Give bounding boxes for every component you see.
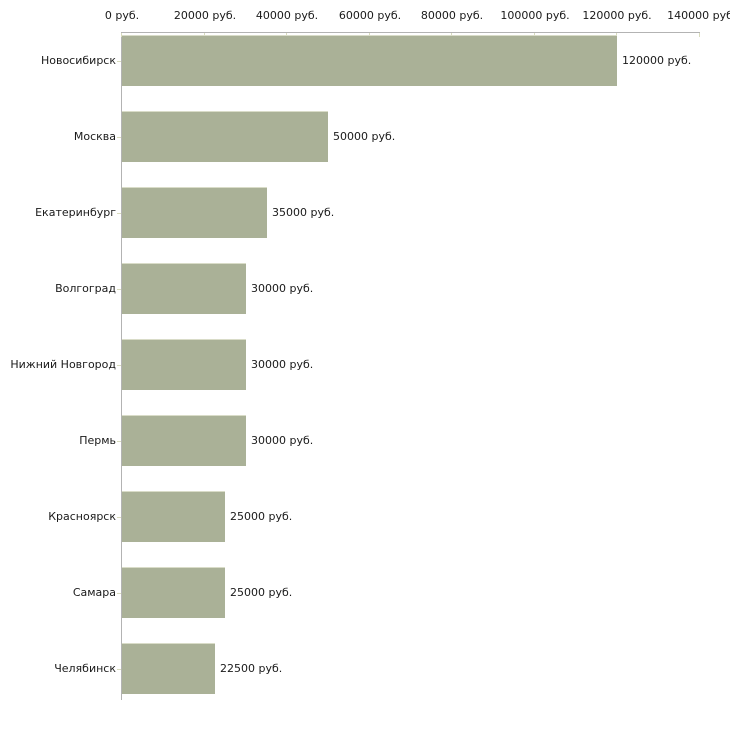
value-label: 120000 руб.	[622, 54, 692, 67]
bar	[122, 35, 617, 86]
bar	[122, 263, 246, 314]
category-label: Самара	[72, 586, 116, 599]
category-label: Челябинск	[54, 662, 116, 675]
bar	[122, 643, 215, 694]
value-label: 25000 руб.	[230, 586, 293, 599]
value-label: 35000 руб.	[272, 206, 335, 219]
y-axis-tick	[117, 213, 121, 214]
category-label: Пермь	[79, 434, 116, 447]
x-axis-tick	[699, 33, 700, 37]
bar	[122, 339, 246, 390]
value-label: 30000 руб.	[251, 358, 314, 371]
x-axis-tick-label: 40000 руб.	[255, 9, 319, 22]
x-axis-tick-label: 0 руб.	[104, 9, 140, 22]
y-axis-tick	[117, 61, 121, 62]
x-axis-tick-label: 140000 руб	[667, 9, 730, 22]
value-label: 25000 руб.	[230, 510, 293, 523]
value-label: 50000 руб.	[333, 130, 396, 143]
x-axis-tick-label: 100000 руб.	[500, 9, 570, 22]
x-axis-tick-label: 120000 руб.	[582, 9, 652, 22]
value-label: 30000 руб.	[251, 434, 314, 447]
y-axis-tick	[117, 517, 121, 518]
x-axis-tick-label: 60000 руб.	[338, 9, 402, 22]
y-axis-tick	[117, 669, 121, 670]
x-axis-tick	[121, 33, 122, 37]
y-axis-tick	[117, 441, 121, 442]
y-axis-tick	[117, 365, 121, 366]
category-label: Новосибирск	[40, 54, 116, 67]
y-axis-tick	[117, 137, 121, 138]
bar	[122, 187, 267, 238]
value-label: 22500 руб.	[220, 662, 283, 675]
bar	[122, 491, 225, 542]
bar	[122, 415, 246, 466]
category-label: Нижний Новгород	[10, 358, 116, 371]
y-axis-line	[121, 32, 122, 700]
bar	[122, 567, 225, 618]
category-label: Волгоград	[55, 282, 116, 295]
bar	[122, 111, 328, 162]
category-label: Екатеринбург	[35, 206, 116, 219]
x-axis-line	[121, 32, 700, 33]
category-label: Москва	[73, 130, 116, 143]
value-label: 30000 руб.	[251, 282, 314, 295]
x-axis-tick-label: 80000 руб.	[420, 9, 484, 22]
x-axis-tick-label: 20000 руб.	[173, 9, 237, 22]
category-label: Красноярск	[48, 510, 116, 523]
y-axis-tick	[117, 289, 121, 290]
y-axis-tick	[117, 593, 121, 594]
